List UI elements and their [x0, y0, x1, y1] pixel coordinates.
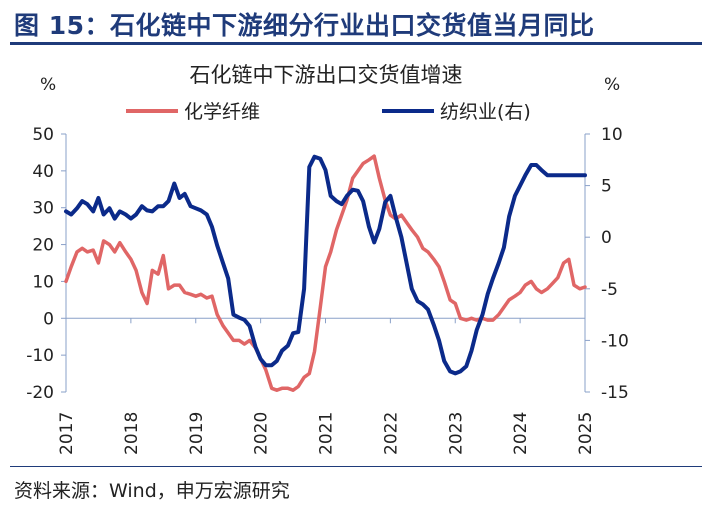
left-tick-label: -20	[26, 383, 54, 403]
chart-title: 石化链中下游出口交货值增速	[190, 63, 463, 87]
right-axis-unit: %	[604, 75, 620, 95]
series-line-textile	[64, 154, 587, 376]
x-tick-label: 2018	[122, 412, 142, 455]
x-tick-label: 2023	[446, 412, 466, 455]
x-tick-label: 2019	[187, 412, 207, 455]
series-layer	[64, 154, 587, 392]
x-axis-labels: 2017 2018 2019 2020 2021 2022 2023 2024 2025	[57, 412, 596, 455]
right-tick-label: -5	[601, 280, 618, 300]
legend: 化学纤维 纺织业(右)	[126, 101, 531, 123]
figure-heading: 图 15：石化链中下游细分行业出口交货值当月同比	[14, 11, 595, 40]
left-tick-label: 30	[32, 199, 54, 219]
right-tick-label: 0	[601, 228, 612, 248]
right-tick-label: -15	[601, 383, 629, 403]
legend-label-chemical-fiber: 化学纤维	[184, 101, 260, 123]
right-tick-label: -10	[601, 331, 629, 351]
source-note: 资料来源：Wind，申万宏源研究	[14, 480, 290, 502]
footer-divider	[10, 466, 702, 467]
x-tick-label: 2022	[381, 412, 401, 455]
right-tick-label: 5	[601, 177, 612, 197]
left-tick-label: 50	[32, 125, 54, 145]
legend-label-textile: 纺织业(右)	[440, 101, 531, 123]
x-tick-label: 2024	[511, 412, 531, 455]
x-tick-label: 2025	[576, 412, 596, 455]
heading-divider	[10, 42, 702, 45]
right-tick-label: 10	[601, 125, 623, 145]
left-tick-label: 40	[32, 162, 54, 182]
x-tick-label: 2020	[252, 412, 272, 455]
x-tick-label: 2021	[317, 412, 337, 455]
left-tick-label: 0	[43, 309, 54, 329]
x-tick-label: 2017	[57, 412, 77, 455]
left-tick-label: 10	[32, 272, 54, 292]
series-line-chemical-fiber	[64, 154, 587, 392]
left-axis-unit: %	[40, 75, 56, 95]
left-tick-label: -10	[26, 346, 54, 366]
left-tick-label: 20	[32, 236, 54, 256]
